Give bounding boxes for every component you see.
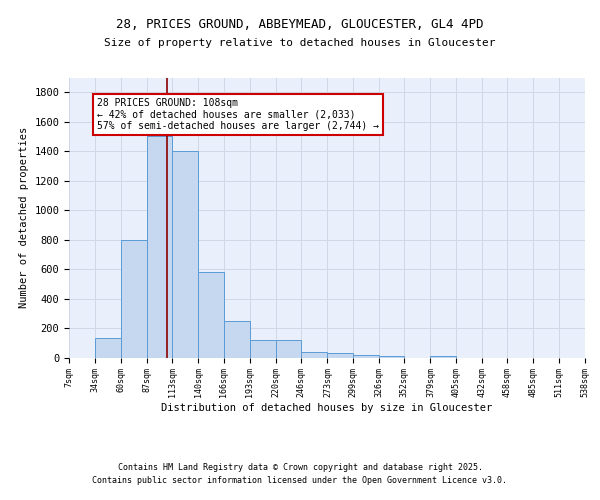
Bar — [379, 356, 404, 358]
Bar — [276, 340, 301, 357]
Bar — [198, 272, 224, 358]
Bar — [430, 356, 456, 358]
Bar — [147, 136, 172, 358]
Text: Contains public sector information licensed under the Open Government Licence v3: Contains public sector information licen… — [92, 476, 508, 485]
Text: 28 PRICES GROUND: 108sqm
← 42% of detached houses are smaller (2,033)
57% of sem: 28 PRICES GROUND: 108sqm ← 42% of detach… — [97, 98, 379, 132]
Bar — [250, 340, 276, 357]
Text: 28, PRICES GROUND, ABBEYMEAD, GLOUCESTER, GL4 4PD: 28, PRICES GROUND, ABBEYMEAD, GLOUCESTER… — [116, 18, 484, 30]
Bar — [353, 356, 379, 358]
Text: Size of property relative to detached houses in Gloucester: Size of property relative to detached ho… — [104, 38, 496, 48]
Y-axis label: Number of detached properties: Number of detached properties — [19, 127, 29, 308]
Text: Contains HM Land Registry data © Crown copyright and database right 2025.: Contains HM Land Registry data © Crown c… — [118, 462, 482, 471]
Bar — [301, 352, 328, 358]
Bar — [121, 240, 147, 358]
X-axis label: Distribution of detached houses by size in Gloucester: Distribution of detached houses by size … — [161, 403, 493, 413]
Bar — [95, 338, 121, 357]
Bar — [328, 353, 353, 358]
Bar — [224, 320, 250, 358]
Bar — [172, 151, 198, 358]
